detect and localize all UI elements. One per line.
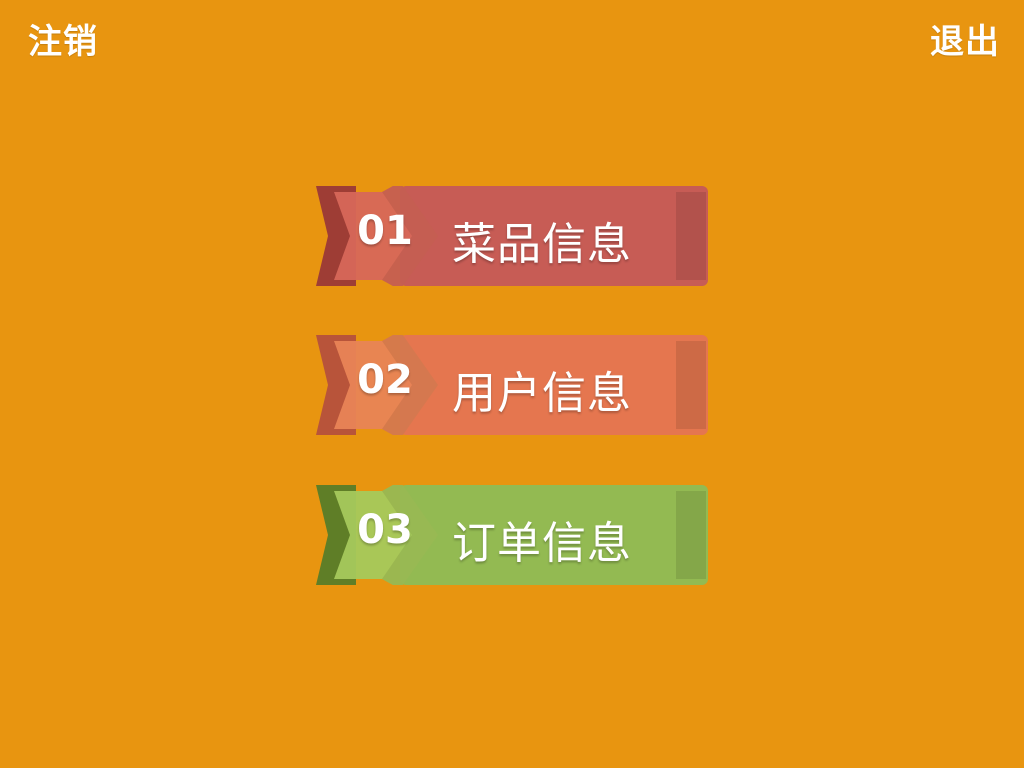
exit-button[interactable]: 退出 (930, 22, 1000, 62)
order-info-button[interactable]: 03 订单信息 (316, 485, 710, 585)
ribbon-arrow-shape (316, 335, 708, 435)
item-label: 订单信息 (452, 518, 632, 569)
item-number: 01 (357, 208, 413, 254)
dish-info-button[interactable]: 01 菜品信息 (316, 186, 710, 286)
item-number: 03 (357, 507, 413, 553)
ribbon-arrow-shape (316, 485, 708, 585)
item-number: 02 (357, 357, 413, 403)
user-info-button[interactable]: 02 用户信息 (316, 335, 710, 435)
item-label: 菜品信息 (452, 219, 632, 270)
ribbon-arrow-shape (316, 186, 708, 286)
item-label: 用户信息 (452, 368, 632, 419)
logout-button[interactable]: 注销 (28, 22, 98, 62)
